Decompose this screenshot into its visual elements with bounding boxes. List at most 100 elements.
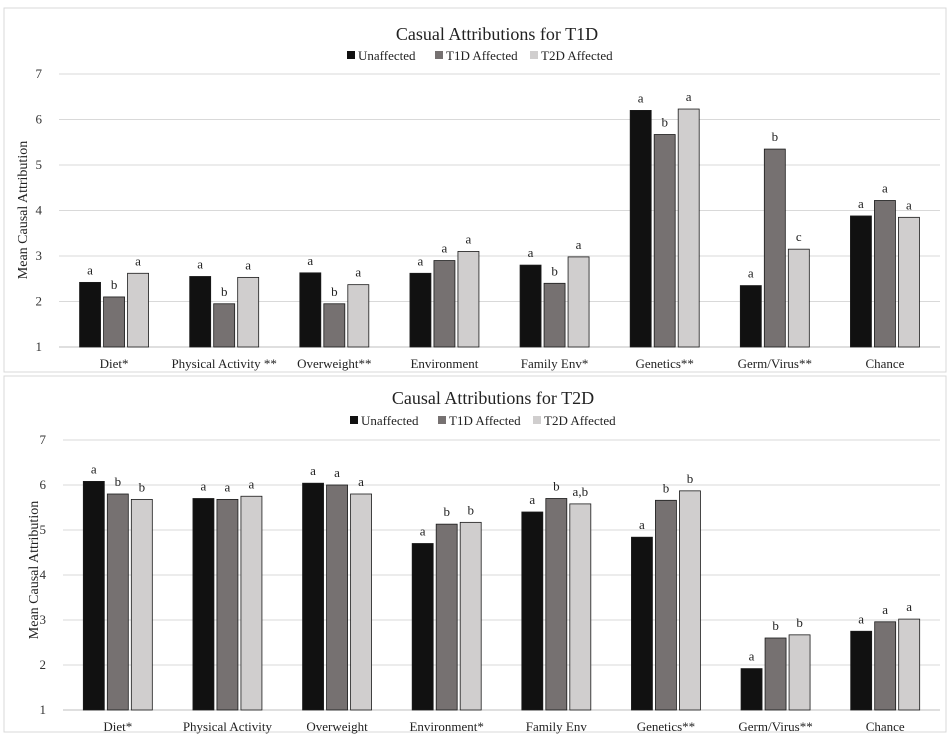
bar-t2d-affected-physical-activity — [237, 276, 260, 348]
significance-label: a — [310, 463, 316, 478]
bar-unaffected-chance — [850, 215, 872, 348]
bar-t1d-affected-overweight — [323, 303, 346, 348]
significance-label: a — [906, 599, 912, 614]
y-axis-title: Mean Causal Attribution — [27, 501, 42, 639]
chart-t1d: Casual Attributions for T1D Unaffected T… — [3, 7, 947, 373]
category-label: Family Env — [526, 719, 588, 734]
significance-label: b — [111, 277, 118, 292]
legend-item-t1d-affected: T1D Affected — [438, 413, 521, 428]
bar-t1d-affected-physical-activity — [216, 498, 239, 711]
bar-t1d-affected-chance — [874, 621, 897, 711]
category-label: Environment* — [409, 719, 483, 734]
legend-swatch — [530, 51, 538, 59]
bar-t2d-affected-diet — [130, 498, 153, 711]
bar-t1d-affected-diet — [103, 296, 125, 348]
significance-label: a — [882, 180, 888, 195]
chart-t2d: Causal Attributions for T2D Unaffected T… — [3, 375, 947, 734]
bar-t2d-affected-germ-virus — [787, 248, 810, 348]
significance-label: a — [225, 479, 231, 494]
legend-label: T2D Affected — [541, 48, 613, 63]
significance-label: a — [418, 253, 424, 268]
bar-unaffected-family-env — [519, 264, 542, 348]
legend-label: T1D Affected — [449, 413, 521, 428]
y-tick-label: 2 — [36, 294, 43, 309]
y-tick-label: 3 — [40, 612, 47, 627]
bar-t2d-affected-environment — [457, 251, 480, 348]
category-label: Genetics** — [635, 356, 693, 371]
category-label: Diet* — [100, 356, 129, 371]
bar-t2d-affected-genetics — [677, 108, 700, 348]
bar-t2d-affected-overweight — [350, 493, 372, 711]
significance-label: b — [687, 471, 694, 486]
legend-swatch — [350, 416, 358, 424]
significance-label: b — [443, 504, 450, 519]
bar-unaffected-genetics — [631, 536, 653, 711]
legend-label: T2D Affected — [544, 413, 616, 428]
bar-t2d-affected-chance — [898, 618, 921, 711]
significance-label: b — [553, 479, 560, 494]
category-label: Family Env* — [521, 356, 589, 371]
bar-t2d-affected-physical-activity — [240, 495, 263, 711]
y-tick-label: 7 — [36, 66, 43, 81]
chart-title: Causal Attributions for T2D — [392, 388, 594, 408]
bar-t1d-affected-environment — [435, 523, 458, 711]
category-label: Genetics** — [637, 719, 695, 734]
legend: Unaffected T1D Affected T2D Affected — [347, 48, 613, 63]
bar-t1d-affected-germ-virus — [764, 637, 787, 711]
legend-item-t2d-affected: T2D Affected — [530, 48, 613, 63]
significance-label: a — [87, 262, 93, 277]
bar-unaffected-physical-activity — [192, 498, 215, 711]
y-tick-label: 5 — [40, 522, 47, 537]
bar-t1d-affected-physical-activity — [213, 303, 236, 348]
legend-item-t2d-affected: T2D Affected — [533, 413, 616, 428]
significance-label: a,b — [573, 484, 589, 499]
significance-label: a — [858, 611, 864, 626]
bar-unaffected-family-env — [521, 511, 544, 711]
significance-label: a — [135, 253, 141, 268]
legend-label: Unaffected — [358, 48, 416, 63]
significance-label: a — [201, 479, 207, 494]
legend-label: Unaffected — [361, 413, 419, 428]
legend-swatch — [438, 416, 446, 424]
legend-item-unaffected: Unaffected — [350, 413, 419, 428]
bar-unaffected-genetics — [629, 110, 652, 348]
y-tick-label: 5 — [36, 157, 43, 172]
bar-t1d-affected-germ-virus — [763, 148, 786, 348]
significance-label: a — [858, 196, 864, 211]
significance-label: a — [307, 253, 313, 268]
significance-label: a — [749, 649, 755, 664]
significance-label: a — [529, 492, 535, 507]
significance-label: b — [221, 284, 228, 299]
bar-unaffected-chance — [850, 630, 873, 711]
chart-frame — [3, 7, 947, 373]
significance-label: a — [686, 89, 692, 104]
bar-t2d-affected-germ-virus — [788, 634, 811, 711]
category-label: Physical Activity ** — [171, 356, 276, 371]
significance-label: b — [331, 284, 338, 299]
bar-t2d-affected-overweight — [347, 284, 370, 348]
bar-unaffected-overweight — [302, 482, 324, 711]
significance-label: b — [551, 263, 558, 278]
y-tick-label: 4 — [40, 567, 47, 582]
legend-item-t1d-affected: T1D Affected — [435, 48, 518, 63]
chart-frame — [3, 375, 947, 733]
bar-t1d-affected-overweight — [326, 484, 348, 711]
significance-label: a — [748, 266, 754, 281]
bar-t2d-affected-genetics — [679, 490, 701, 711]
category-label: Overweight** — [297, 356, 371, 371]
legend-item-unaffected: Unaffected — [347, 48, 416, 63]
y-tick-label: 7 — [40, 432, 47, 447]
bar-unaffected-physical-activity — [189, 276, 212, 348]
category-label: Diet* — [103, 719, 132, 734]
legend-swatch — [435, 51, 443, 59]
category-label: Environment — [410, 356, 478, 371]
category-label: Chance — [866, 719, 905, 734]
significance-label: c — [796, 229, 802, 244]
bar-t1d-affected-environment — [433, 260, 456, 348]
category-label: Germ/Virus** — [738, 719, 812, 734]
significance-label: a — [576, 237, 582, 252]
legend-swatch — [533, 416, 541, 424]
significance-label: b — [772, 129, 779, 144]
y-tick-label: 1 — [36, 339, 43, 354]
